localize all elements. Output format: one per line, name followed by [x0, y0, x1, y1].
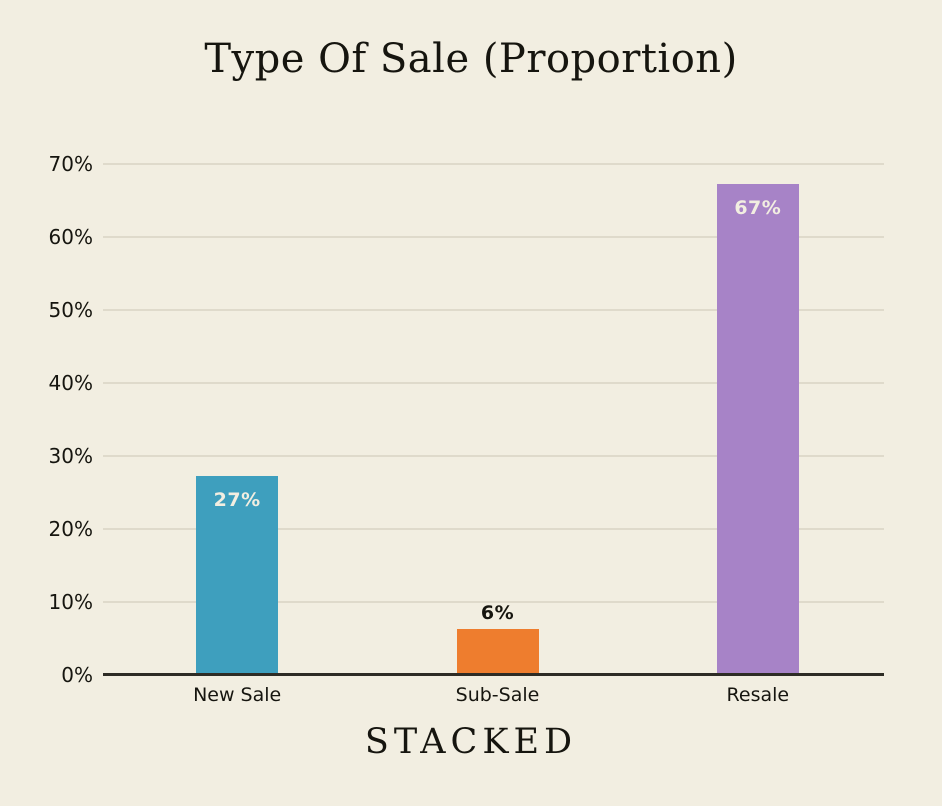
y-tick-label-10: 10%: [48, 590, 93, 614]
x-tick-label-resale: Resale: [726, 684, 790, 706]
y-tick-label-40: 40%: [48, 371, 93, 395]
bar-sub-sale: [456, 629, 539, 673]
y-tick-label-0: 0%: [61, 663, 93, 687]
brand-wordmark: STACKED: [364, 722, 578, 762]
gridline-50: [103, 309, 884, 311]
gridline-20: [103, 528, 884, 530]
gridline-60: [103, 236, 884, 238]
bar-resale: [716, 183, 799, 673]
gridline-10: [103, 601, 884, 603]
gridline-30: [103, 455, 884, 457]
gridline-70: [103, 163, 884, 165]
gridline-40: [103, 382, 884, 384]
y-tick-label-70: 70%: [48, 152, 93, 176]
y-tick-label-30: 30%: [48, 444, 93, 468]
y-tick-label-20: 20%: [48, 517, 93, 541]
bar-value-label-resale: 67%: [734, 196, 782, 219]
x-tick-label-sub-sale: Sub-Sale: [455, 684, 540, 706]
bar-new-sale: [196, 475, 279, 673]
y-tick-label-50: 50%: [48, 298, 93, 322]
x-tick-label-new-sale: New Sale: [193, 684, 282, 706]
bar-value-label-new-sale: 27%: [213, 488, 261, 511]
bar-value-label-sub-sale: 6%: [480, 602, 515, 625]
y-tick-label-60: 60%: [48, 225, 93, 249]
x-axis-line: [103, 673, 884, 676]
chart-title: Type Of Sale (Proportion): [204, 36, 738, 82]
